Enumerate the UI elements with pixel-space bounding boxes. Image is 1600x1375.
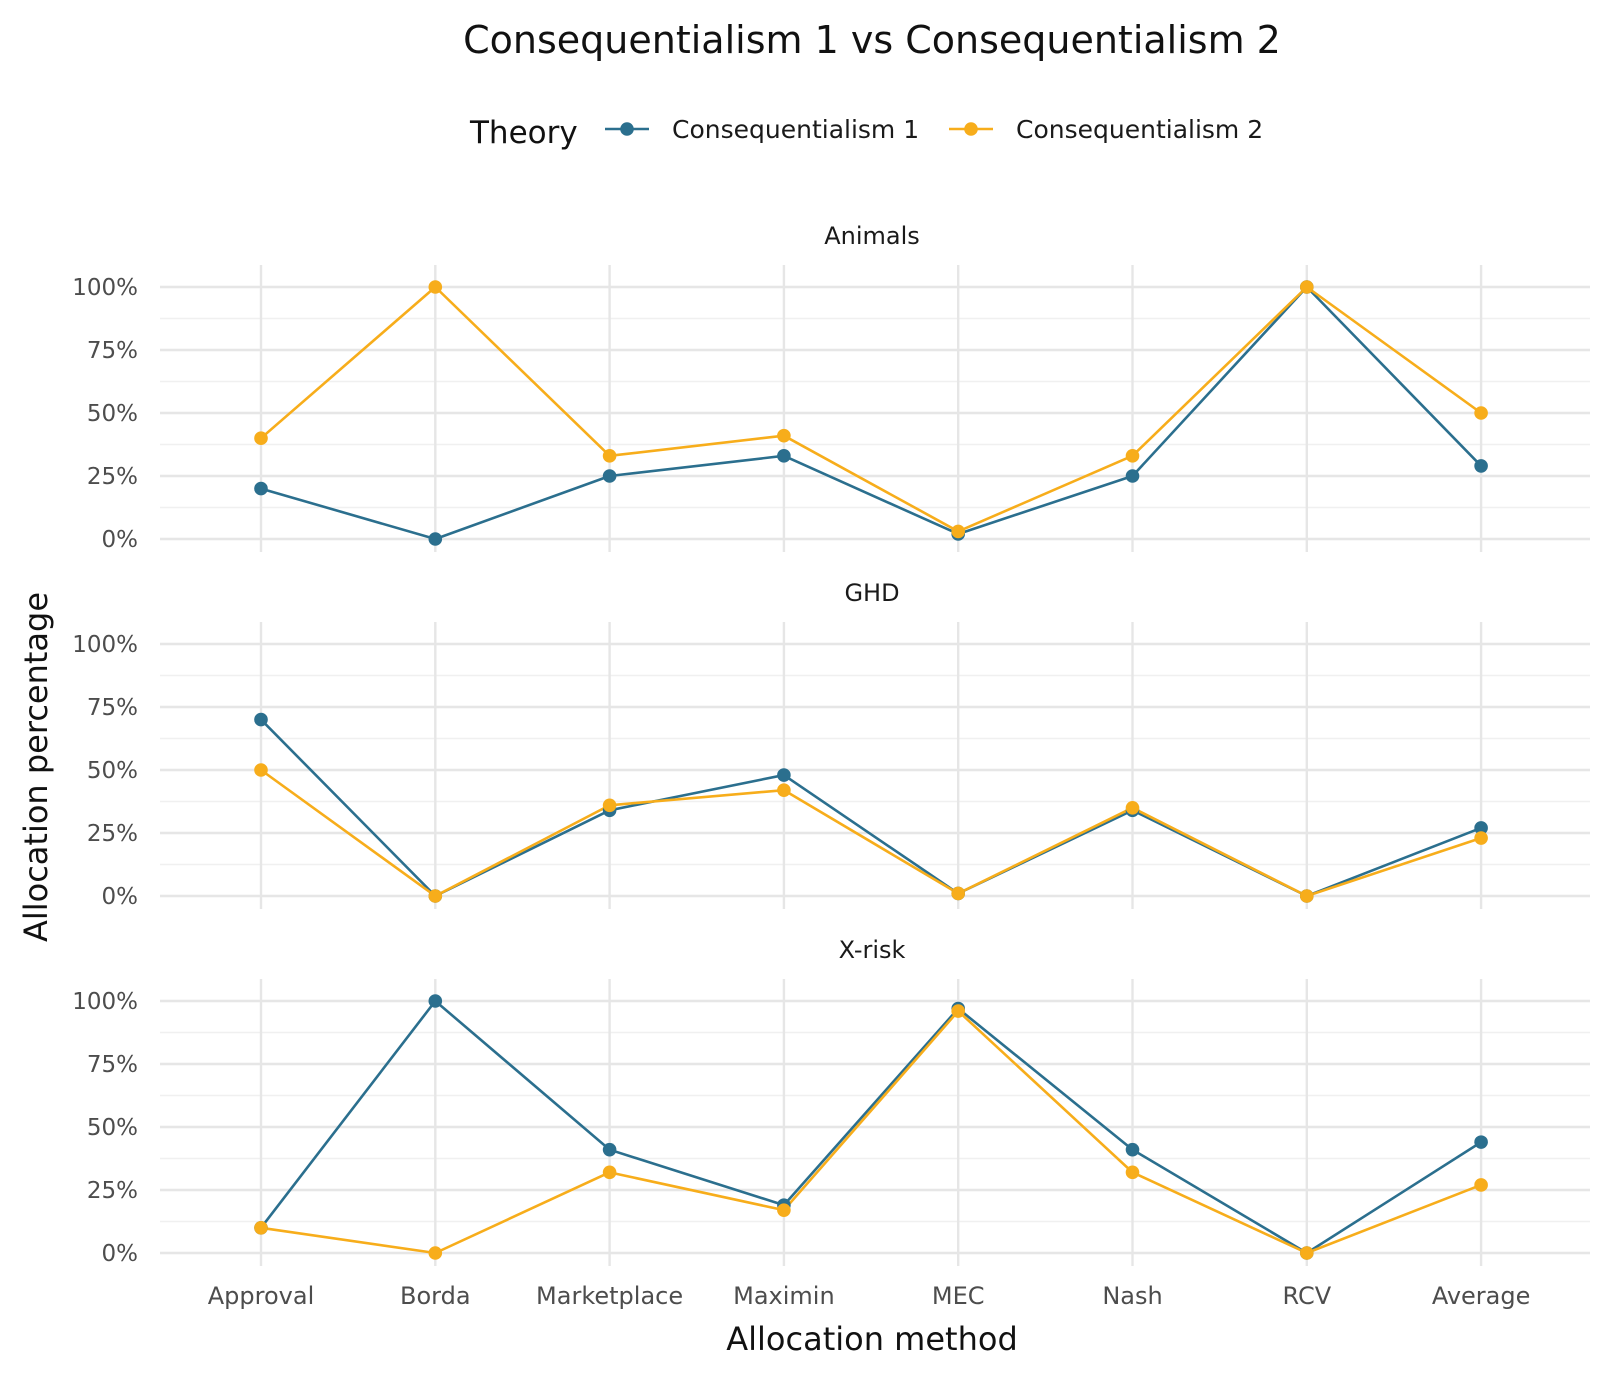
legend-item-consequentialism-2: Consequentialism 2 (949, 115, 1263, 144)
y-tick-label: 100% (72, 989, 138, 1015)
data-point-consequentialism-2-mec (951, 886, 965, 901)
y-tick-label: 75% (87, 1052, 138, 1078)
y-tick-label: 0% (102, 884, 139, 910)
data-point-consequentialism-1-average (1474, 1135, 1488, 1149)
data-point-consequentialism-2-approval (254, 763, 268, 777)
y-tick-label: 75% (87, 338, 138, 364)
x-tick-label: RCV (1282, 1282, 1331, 1310)
data-point-consequentialism-2-nash (1125, 449, 1140, 463)
data-point-consequentialism-2-rcv (1300, 1246, 1314, 1260)
facet-strip-label: Animals (824, 222, 920, 250)
x-tick-label: Approval (208, 1282, 315, 1310)
facet-panel-animals: Animals 0% 25% 50% 75% 100% (72, 222, 1590, 553)
data-point-consequentialism-2-approval (254, 431, 268, 446)
x-tick-label: Borda (400, 1282, 471, 1310)
data-point-consequentialism-2-marketplace (602, 1165, 617, 1180)
data-point-consequentialism-1-approval (254, 481, 268, 496)
series-line-consequentialism-1 (259, 999, 1482, 1255)
data-point-consequentialism-2-rcv (1300, 889, 1314, 903)
y-tick-label: 25% (87, 464, 138, 490)
legend-label: Consequentialism 2 (1016, 115, 1263, 144)
y-tick-label: 25% (87, 821, 138, 847)
legend-title: Theory (469, 115, 578, 151)
facet-panel-ghd: GHD 0% 25% 50% 75% 100% (72, 579, 1590, 910)
y-tick-label: 100% (72, 275, 138, 301)
data-point-consequentialism-1-borda (428, 994, 443, 1008)
chart-title: Consequentialism 1 vs Consequentialism 2 (463, 18, 1281, 62)
data-point-consequentialism-1-average (1474, 821, 1488, 835)
data-point-consequentialism-2-borda (428, 280, 443, 294)
y-tick-label: 50% (87, 401, 138, 427)
series-line-consequentialism-2 (260, 1009, 1482, 1255)
x-axis-ticks: Approval Borda Marketplace Maximin MEC Nash RC… (208, 1282, 1531, 1310)
data-point-consequentialism-1-nash (1125, 469, 1140, 483)
data-point-consequentialism-2-borda (428, 1246, 443, 1260)
facet-strip-label: GHD (844, 579, 899, 607)
facet-strip-label: X-risk (839, 936, 906, 964)
legend: Theory Consequentialism 1 Consequentiali… (469, 115, 1263, 151)
data-point-consequentialism-1-marketplace (602, 469, 617, 483)
x-tick-label: Maximin (733, 1282, 835, 1310)
y-tick-label: 75% (87, 695, 138, 721)
data-point-consequentialism-2-maximin (777, 1203, 791, 1217)
y-tick-label: 25% (87, 1178, 138, 1204)
series-line-consequentialism-2 (260, 285, 1482, 533)
x-tick-label: Marketplace (536, 1282, 683, 1310)
data-point-consequentialism-2-rcv (1300, 280, 1314, 294)
legend-item-consequentialism-1: Consequentialism 1 (605, 115, 919, 144)
data-point-consequentialism-2-maximin (777, 428, 791, 443)
y-tick-label: 50% (87, 758, 138, 784)
data-point-consequentialism-2-borda (428, 889, 443, 903)
data-point-consequentialism-1-marketplace (602, 1142, 617, 1157)
x-tick-label: MEC (932, 1282, 985, 1310)
data-point-consequentialism-2-nash (1125, 1165, 1140, 1180)
legend-label: Consequentialism 1 (672, 115, 919, 144)
x-axis-title: Allocation method (726, 1320, 1018, 1358)
data-point-consequentialism-2-maximin (777, 783, 791, 797)
data-point-consequentialism-1-average (1474, 459, 1488, 473)
data-point-consequentialism-2-nash (1125, 801, 1140, 815)
data-point-consequentialism-2-mec (951, 1004, 965, 1018)
data-point-consequentialism-2-average (1474, 831, 1488, 845)
data-point-consequentialism-2-average (1474, 406, 1488, 420)
y-axis-title: Allocation percentage (17, 592, 55, 942)
facet-panels: Animals 0% 25% 50% 75% 100% GHD 0% 25% 50% 75% 100%… (72, 222, 1590, 1310)
y-tick-label: 50% (87, 1115, 138, 1141)
y-tick-label: 100% (72, 632, 138, 658)
legend-key-point (620, 122, 634, 136)
x-tick-label: Nash (1102, 1282, 1162, 1310)
data-point-consequentialism-2-average (1474, 1178, 1488, 1192)
data-point-consequentialism-1-maximin (777, 768, 791, 782)
y-tick-label: 0% (102, 527, 139, 553)
data-point-consequentialism-1-borda (428, 532, 443, 546)
series-line-consequentialism-1 (260, 718, 1482, 898)
facet-panel-x-risk: X-risk 0% 25% 50% 75% 100% (72, 936, 1590, 1267)
data-point-consequentialism-2-marketplace (602, 798, 617, 813)
y-tick-label: 0% (102, 1241, 139, 1267)
data-point-consequentialism-1-maximin (777, 449, 791, 463)
data-point-consequentialism-1-approval (254, 712, 268, 727)
data-point-consequentialism-2-mec (951, 524, 965, 539)
legend-key-point (964, 122, 978, 136)
data-point-consequentialism-2-approval (254, 1221, 268, 1235)
data-point-consequentialism-1-nash (1125, 1142, 1140, 1157)
series-line-consequentialism-1 (260, 285, 1483, 541)
data-point-consequentialism-2-marketplace (602, 449, 617, 463)
x-tick-label: Average (1432, 1282, 1531, 1310)
series-line-consequentialism-2 (260, 768, 1482, 898)
